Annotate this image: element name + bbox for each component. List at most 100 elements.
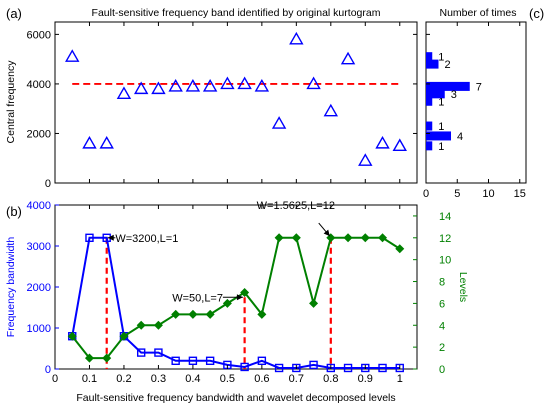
panel-a-point — [358, 153, 373, 166]
panel-b-xtick-label: 0.2 — [116, 373, 131, 385]
panel-c-bar — [426, 81, 470, 91]
panel-b-ylabel: Frequency bandwidth — [5, 237, 17, 338]
panel-a: 0 2000 4000 6000 (a) Fault-sensitive freque… — [5, 6, 418, 190]
panel-b-xtick-label: 1 — [397, 373, 403, 385]
panel-b-y2label: Levels — [457, 272, 469, 302]
panel-c-bar-label: 1 — [438, 141, 444, 153]
panel-b-bandwidth-point — [395, 363, 404, 373]
panel-c-bar-label: 1 — [438, 121, 444, 133]
panel-a-point — [151, 81, 166, 95]
panel-b-levels-point — [326, 233, 336, 243]
panel-b-bandwidth-point — [274, 363, 284, 373]
panel-b-levels-point — [378, 233, 388, 243]
panel-a-ylabel: Central frequency — [5, 60, 17, 144]
panel-a-point — [185, 78, 201, 92]
panel-a-point — [82, 135, 97, 149]
panel-b-levels-point — [153, 320, 163, 330]
panel-c-xtick-label: 10 — [482, 188, 494, 200]
panel-b-levels-point — [171, 309, 181, 319]
panel-c-bar — [426, 96, 433, 106]
panel-b-xtick-label: 0.5 — [220, 373, 235, 385]
panel-a-point — [116, 86, 132, 100]
panel-b-ticks: 0 0.1 0.2 0.3 0.4 0.5 0.6 0.7 0.8 0.9 101000200030… — [27, 200, 452, 385]
panel-c-bar-label: 1 — [438, 52, 444, 64]
panel-c-xtick-label: 5 — [454, 188, 460, 200]
panel-b-bandwidth-point — [188, 356, 198, 365]
panel-b-y2tick-label: 12 — [439, 233, 451, 245]
panel-b-xtick-label: 0.1 — [82, 373, 97, 385]
panel-a-point — [340, 51, 356, 65]
panel-c-bar — [426, 141, 433, 151]
panel-b-frame — [54, 204, 418, 370]
panel-b-levels-point — [67, 331, 77, 341]
panel-c-ticks: 0 5 10 15 — [423, 22, 526, 200]
panel-b-xlabel: Fault-sensitive frequency bandwidth and … — [76, 392, 395, 404]
panel-b-bandwidth-point — [309, 360, 318, 370]
panel-b-y2tick-label: 14 — [439, 211, 451, 223]
panel-b-annotation-arrowhead — [107, 234, 114, 241]
panel-c-xtick-label: 0 — [423, 188, 429, 200]
panel-a-point — [133, 81, 149, 95]
panel-c-frame — [425, 21, 527, 184]
panel-b-y2tick-label: 8 — [439, 277, 445, 289]
panel-b-bandwidth-point — [205, 356, 215, 365]
panel-b-xtick-label: 0.7 — [289, 373, 304, 385]
panel-a-point — [168, 78, 183, 92]
panel-b-ytick-label: 2000 — [27, 282, 51, 294]
panel-c-bar-label: 4 — [457, 131, 463, 143]
panel-b-levels-point — [188, 309, 198, 319]
panel-b-annotation: W=3200,L=1 — [115, 233, 178, 245]
panel-b-y2tick-label: 10 — [439, 255, 451, 267]
panel-a-point — [65, 49, 80, 62]
panel-b-annotation-arrowhead — [236, 294, 243, 301]
panel-b-marks: W=3200,L=1W=50,L=7W=1.5625,L=12 — [67, 200, 405, 373]
panel-b-ytick-label: 3000 — [27, 241, 51, 253]
panel-b-xtick-label: 0.4 — [185, 373, 200, 385]
panel-b-levels-point — [84, 353, 94, 363]
panel-c-bar-label: 7 — [476, 81, 482, 93]
panel-b-xtick-label: 0.9 — [358, 373, 373, 385]
panel-b-levels-point — [291, 233, 301, 243]
panel-a-marks — [65, 31, 407, 166]
panel-b-ytick-label: 4000 — [27, 200, 51, 212]
panel-b-levels-point — [257, 309, 267, 319]
panel-a-point — [254, 78, 270, 92]
panel-a-ytick-label: 4000 — [27, 79, 51, 91]
panel-c-bar — [426, 121, 433, 131]
panel-a-point — [237, 76, 252, 90]
panel-b-y2tick-label: 6 — [439, 298, 445, 310]
panel-a-point — [202, 78, 218, 92]
panel-a-title: Fault-sensitive frequency band identifie… — [92, 7, 381, 19]
panel-b-y2tick-label: 4 — [439, 320, 445, 332]
panel-a-point — [392, 138, 407, 152]
panel-b-levels-point — [119, 331, 129, 341]
panel-c-bar-label: 2 — [445, 59, 451, 71]
panel-b-xtick-label: 0.8 — [323, 373, 338, 385]
panel-b-xtick-label: 0.3 — [151, 373, 166, 385]
panel-c-bar — [426, 59, 439, 69]
panel-b-y2tick-label: 0 — [439, 364, 445, 376]
panel-b-levels-point — [222, 298, 232, 308]
panel-b-bandwidth-point — [343, 363, 353, 373]
panel-b-bandwidth-point — [240, 362, 249, 372]
panel-a-point — [220, 76, 235, 90]
panel-b-bandwidth-point — [85, 233, 94, 243]
panel-a-ytick-label: 0 — [45, 178, 51, 190]
panel-b-bandwidth-point — [361, 363, 370, 373]
panel-b-levels-point — [360, 233, 370, 243]
panel-a-label: (a) — [6, 6, 22, 21]
panel-b: W=3200,L=1W=50,L=7W=1.5625,L=12 00.10.20… — [5, 200, 469, 404]
panel-a-point — [323, 103, 339, 117]
panel-c-bar — [426, 89, 445, 99]
panel-b-bandwidth-point — [326, 363, 336, 373]
panel-a-point — [271, 116, 287, 129]
panel-b-levels-point — [205, 309, 215, 319]
panel-b-levels-point — [240, 287, 250, 297]
panel-a-ytick-label: 2000 — [27, 128, 51, 140]
panel-b-annotation: W=50,L=7 — [172, 292, 223, 304]
panel-b-levels-point — [309, 298, 319, 308]
panel-b-bandwidth-point — [171, 356, 180, 365]
panel-a-point — [99, 135, 114, 149]
